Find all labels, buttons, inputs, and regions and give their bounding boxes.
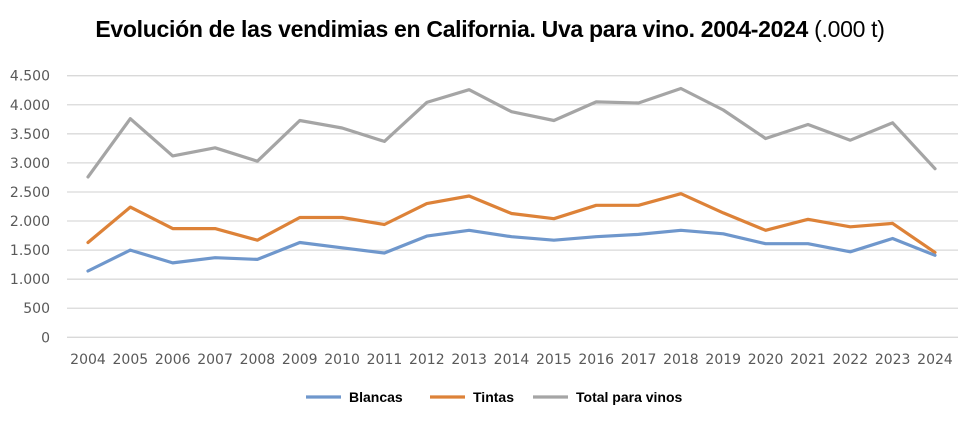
series-line-blancas xyxy=(86,228,937,273)
x-tick-label: 2007 xyxy=(197,352,233,368)
y-tick-label: 1.500 xyxy=(10,243,50,259)
y-tick-label: 4.000 xyxy=(10,98,50,114)
x-tick-label: 2018 xyxy=(663,352,699,368)
series-line-tintas xyxy=(86,192,937,254)
gridlines xyxy=(67,75,958,338)
x-tick-label: 2019 xyxy=(705,352,741,368)
x-tick-label: 2014 xyxy=(494,352,530,368)
x-tick-label: 2017 xyxy=(621,352,657,368)
x-tick-label: 2004 xyxy=(70,352,106,368)
x-tick-label: 2009 xyxy=(282,352,318,368)
x-tick-label: 2012 xyxy=(409,352,445,368)
x-tick-label: 2021 xyxy=(790,352,826,368)
legend-label: Tintas xyxy=(473,389,514,405)
x-tick-label: 2008 xyxy=(240,352,276,368)
x-tick-label: 2005 xyxy=(113,352,149,368)
legend-label: Total para vinos xyxy=(576,389,683,405)
legend-item-blancas: Blancas xyxy=(306,389,403,405)
chart-title-units: (.000 t) xyxy=(814,16,885,42)
series-line-total-para-vinos xyxy=(86,86,937,179)
legend-item-total-para-vinos: Total para vinos xyxy=(533,389,683,405)
series-lines xyxy=(86,86,937,273)
y-tick-label: 1.000 xyxy=(10,272,50,288)
x-tick-label: 2020 xyxy=(748,352,784,368)
y-tick-label: 3.000 xyxy=(10,156,50,172)
y-axis-ticks: 0 500 1.000 1.500 2.000 2.500 3.000 3.500 4.000 4… xyxy=(10,69,50,347)
y-tick-label: 2.500 xyxy=(10,185,50,201)
x-tick-label: 2010 xyxy=(324,352,360,368)
x-axis-ticks: 2004 2005 2006 2007 2008 2009 2010 2011 2012 2013… xyxy=(70,352,953,368)
x-tick-label: 2006 xyxy=(155,352,191,368)
chart-title: Evolución de las vendimias en California… xyxy=(0,16,980,43)
x-tick-label: 2013 xyxy=(451,352,487,368)
legend: Blancas Tintas Total para vinos xyxy=(306,389,683,405)
y-tick-label: 4.500 xyxy=(10,69,50,85)
y-tick-label: 0 xyxy=(41,330,50,346)
legend-label: Blancas xyxy=(349,389,403,405)
x-tick-label: 2024 xyxy=(917,352,953,368)
y-tick-label: 500 xyxy=(23,301,50,317)
x-tick-label: 2022 xyxy=(832,352,868,368)
x-tick-label: 2016 xyxy=(578,352,614,368)
x-tick-label: 2015 xyxy=(536,352,572,368)
y-tick-label: 3.500 xyxy=(10,127,50,143)
legend-item-tintas: Tintas xyxy=(430,389,514,405)
y-tick-label: 2.000 xyxy=(10,214,50,230)
chart-title-main: Evolución de las vendimias en California… xyxy=(95,16,809,42)
x-tick-label: 2011 xyxy=(367,352,403,368)
x-tick-label: 2023 xyxy=(875,352,911,368)
